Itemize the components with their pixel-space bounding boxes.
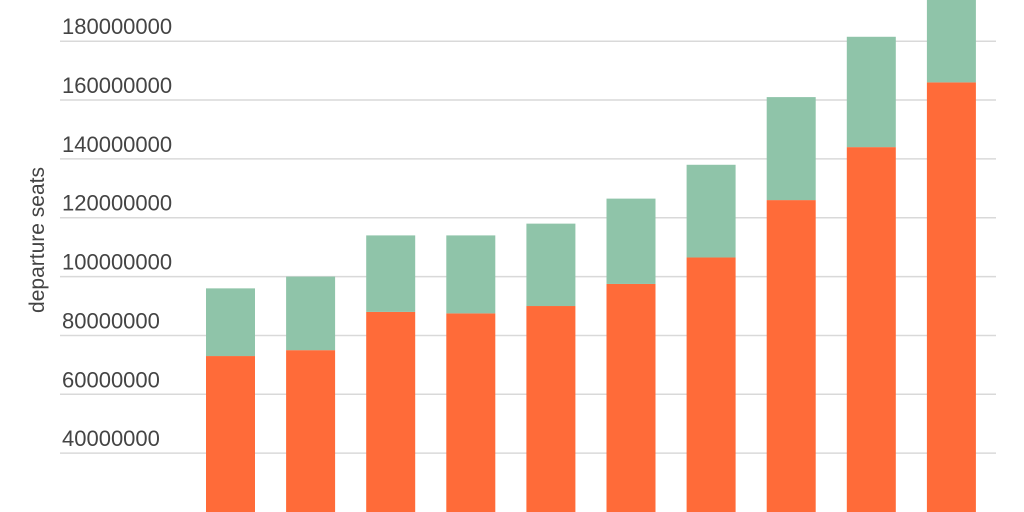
bar-segment-upper [766,97,816,201]
bar-segment-lower [206,356,255,512]
bar-segment-lower [526,306,576,512]
bar-segment-upper [286,276,336,351]
bar-segment-lower [766,200,816,512]
y-tick-label: 40000000 [62,426,160,451]
bar-segment-lower [846,147,896,512]
bar-segment-lower [606,283,656,512]
bar-segment-upper [526,223,576,307]
bar-segment-lower [926,82,976,512]
y-tick-label: 60000000 [62,367,160,392]
y-tick-label: 100000000 [62,250,172,275]
bar-segment-upper [686,164,736,258]
bar-segment-upper [926,0,976,83]
bar-segment-upper [206,288,255,357]
bar-segment-upper [446,235,496,314]
bar-segment-upper [366,235,416,312]
y-tick-label: 80000000 [62,308,160,333]
y-tick-label: 180000000 [62,14,172,39]
bar-segment-upper [606,198,656,284]
bars [206,0,976,512]
bar-segment-lower [686,257,736,512]
bar-segment-lower [446,313,496,512]
bar-segment-lower [286,350,336,512]
y-axis-title: departure seats [26,167,49,313]
bar-segment-upper [846,36,896,148]
bar-segment-lower [366,311,416,512]
y-tick-label: 160000000 [62,73,172,98]
y-tick-label: 140000000 [62,132,172,157]
y-tick-label: 120000000 [62,191,172,216]
y-axis-ticks: 40000000 60000000 80000000 100000000 1200000… [62,14,172,451]
